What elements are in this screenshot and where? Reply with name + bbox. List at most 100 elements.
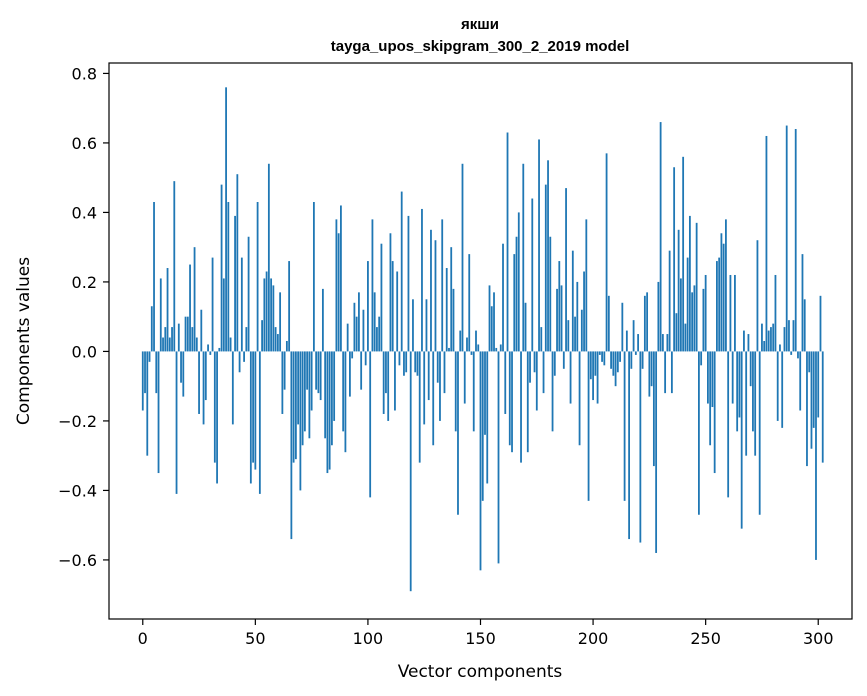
bar: [367, 261, 369, 352]
bar: [312, 202, 315, 352]
bar: [740, 351, 743, 529]
bar: [691, 292, 694, 352]
bar: [141, 351, 144, 411]
bar: [481, 351, 484, 501]
bar: [562, 351, 565, 369]
bar: [472, 351, 475, 432]
bar: [711, 351, 714, 408]
bar: [725, 219, 727, 352]
bar: [592, 351, 594, 401]
bars-group: [141, 87, 824, 592]
bar: [301, 351, 304, 446]
x-tick-label: 50: [245, 629, 265, 648]
bar: [574, 316, 576, 352]
bar: [664, 351, 667, 394]
bar: [770, 327, 772, 352]
bar: [535, 351, 538, 411]
bar: [245, 327, 248, 352]
bar: [175, 351, 178, 494]
bar: [783, 327, 786, 352]
bar: [679, 278, 682, 352]
bar: [547, 160, 549, 352]
bar: [306, 351, 309, 390]
bar: [801, 254, 804, 352]
bar: [785, 125, 788, 352]
bar: [461, 163, 464, 352]
bar: [432, 351, 435, 446]
bar: [589, 351, 592, 380]
bar: [495, 347, 498, 352]
bar: [159, 278, 162, 352]
bar: [409, 351, 412, 592]
bar: [346, 323, 349, 352]
bar: [430, 229, 432, 352]
bar: [249, 351, 252, 484]
bar: [587, 351, 590, 501]
bar: [234, 215, 236, 352]
bar: [594, 351, 597, 376]
y-axis-label: Components values: [14, 257, 34, 425]
bar: [767, 330, 770, 352]
bar: [520, 351, 522, 463]
bar: [337, 233, 340, 352]
bar: [200, 309, 203, 352]
bar: [508, 351, 511, 446]
bar: [553, 351, 556, 376]
y-tick-label: 0.0: [72, 342, 97, 361]
bar: [378, 316, 381, 352]
bar: [738, 351, 741, 418]
bar: [405, 351, 408, 373]
bar: [261, 320, 263, 352]
bar: [504, 351, 507, 414]
bar: [191, 327, 194, 352]
bar: [331, 351, 333, 446]
bar: [607, 295, 610, 352]
bar: [702, 288, 705, 352]
bar: [400, 191, 403, 352]
bar: [247, 236, 250, 352]
bar: [162, 337, 164, 352]
bar: [558, 261, 561, 352]
bar: [540, 327, 543, 352]
bar: [421, 208, 423, 352]
x-axis-label: Vector components: [398, 662, 563, 682]
bar: [497, 351, 500, 564]
bar: [470, 351, 473, 355]
bar: [427, 351, 430, 401]
bar: [542, 351, 545, 394]
bar: [603, 351, 606, 366]
bar: [490, 306, 493, 352]
y-tick-label: −0.2: [58, 412, 97, 431]
y-tick-label: 0.6: [72, 134, 97, 153]
bar: [614, 351, 617, 387]
bar: [661, 334, 664, 352]
bar: [216, 351, 218, 484]
bar: [448, 347, 450, 352]
bar: [781, 351, 784, 428]
bar: [812, 351, 815, 428]
x-tick-label: 0: [138, 629, 148, 648]
bar: [727, 351, 730, 498]
bar: [389, 233, 392, 352]
bar: [747, 334, 750, 352]
bar: [513, 254, 516, 352]
bar: [351, 351, 354, 359]
bar: [601, 351, 603, 362]
bar: [274, 327, 277, 352]
bar: [319, 351, 322, 401]
bar: [788, 320, 790, 352]
bar: [779, 344, 781, 352]
bar: [641, 351, 644, 369]
bar: [459, 330, 462, 352]
bar: [198, 351, 200, 414]
bar: [416, 351, 419, 376]
bar: [675, 313, 678, 352]
bar: [538, 139, 540, 352]
bar: [202, 351, 205, 425]
bar: [819, 295, 822, 352]
bar: [394, 351, 396, 411]
bar: [153, 202, 155, 352]
y-tick-label: −0.4: [58, 481, 97, 500]
bar: [450, 247, 453, 352]
bar: [709, 351, 712, 446]
